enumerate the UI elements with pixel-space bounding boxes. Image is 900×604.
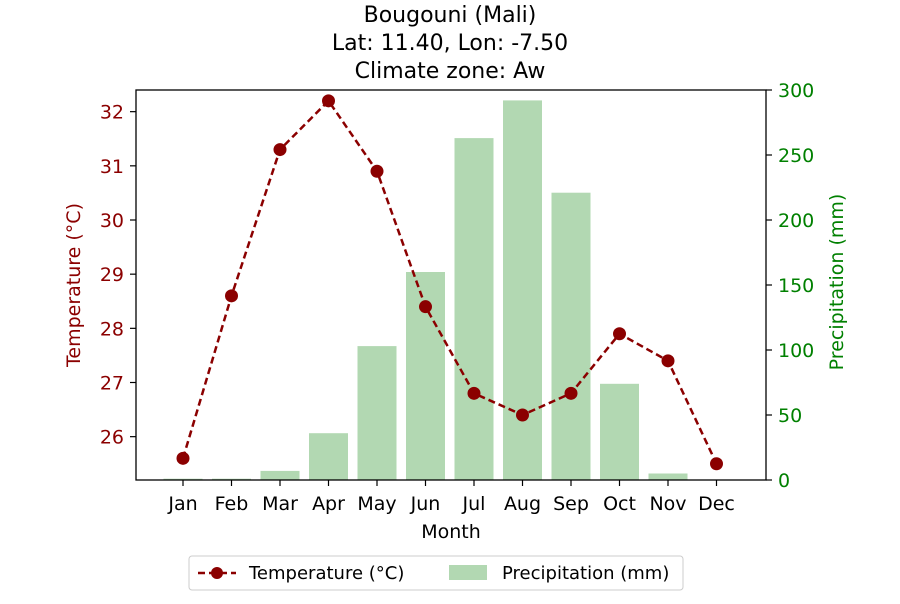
- left-tick-label-29: 29: [100, 264, 124, 286]
- legend-precipitation-swatch: [449, 565, 487, 580]
- x-tick-label-jan: Jan: [167, 493, 197, 515]
- temp-point-sep: [564, 386, 578, 400]
- temp-point-oct: [613, 327, 626, 341]
- legend-precipitation-label: Precipitation (mm): [502, 563, 669, 584]
- x-tick-label-oct: Oct: [603, 493, 636, 515]
- x-tick-label-apr: Apr: [312, 493, 345, 515]
- temp-point-mar: [273, 143, 287, 157]
- temp-point-jan: [176, 451, 190, 465]
- x-axis-ticks: Jan Feb Mar Apr May Jun Jul Aug Sep Oct Nov Dec: [167, 480, 735, 515]
- x-tick-label-dec: Dec: [698, 493, 735, 515]
- title-line-3: Climate zone: Aw: [355, 59, 546, 84]
- right-tick-label-200: 200: [778, 210, 814, 232]
- temp-point-jul: [467, 386, 481, 400]
- temp-point-may: [370, 164, 384, 178]
- right-axis-ticks: 0 50 100 150 200 250 300: [766, 80, 814, 492]
- title-line-2: Lat: 11.40, Lon: -7.50: [332, 31, 568, 56]
- precip-bar-nov: [648, 473, 688, 480]
- temp-point-apr: [322, 94, 335, 108]
- x-tick-label-aug: Aug: [504, 493, 541, 515]
- left-axis-ticks: 26 27 28 29 30 31 32: [100, 102, 136, 449]
- right-tick-label-250: 250: [778, 145, 814, 167]
- y-axis-label-left: Temperature (°C): [63, 203, 85, 368]
- y-axis-label-right: Precipitation (mm): [826, 194, 848, 371]
- temp-point-nov: [661, 354, 675, 368]
- left-tick-label-26: 26: [100, 427, 124, 449]
- plot-frame: [135, 89, 767, 481]
- temp-point-feb: [225, 289, 238, 303]
- left-tick-label-32: 32: [100, 102, 124, 124]
- left-tick-label-27: 27: [100, 373, 124, 395]
- right-tick-label-100: 100: [778, 340, 814, 362]
- precip-bar-may: [357, 346, 397, 480]
- precip-bar-sep: [551, 192, 591, 480]
- temperature-polyline: [181, 98, 718, 465]
- x-axis-label: Month: [421, 521, 481, 543]
- right-tick-label-150: 150: [778, 275, 814, 297]
- legend-box: [188, 555, 684, 591]
- right-tick-label-300: 300: [778, 80, 814, 102]
- temp-point-jun: [419, 300, 432, 314]
- x-tick-label-jun: Jun: [410, 493, 441, 515]
- title-line-1: Bougouni (Mali): [364, 3, 537, 28]
- temp-point-dec: [710, 457, 723, 471]
- precipitation-bars: [163, 100, 688, 481]
- x-tick-label-mar: Mar: [262, 493, 298, 515]
- x-tick-label-jul: Jul: [462, 493, 486, 515]
- chart-title: Bougouni (Mali) Lat: 11.40, Lon: -7.50 Cli…: [332, 3, 568, 84]
- left-tick-label-30: 30: [100, 210, 124, 232]
- legend-temperature-label: Temperature (°C): [248, 563, 404, 584]
- left-tick-label-31: 31: [100, 156, 124, 178]
- legend: Temperature (°C) Precipitation (mm): [188, 555, 684, 591]
- precip-bar-aug: [503, 100, 542, 481]
- x-tick-label-nov: Nov: [649, 493, 686, 515]
- precip-bar-jul: [454, 138, 494, 480]
- x-tick-label-feb: Feb: [215, 493, 249, 515]
- temperature-line: [176, 94, 723, 471]
- left-tick-label-28: 28: [100, 318, 124, 340]
- right-tick-label-0: 0: [778, 470, 790, 492]
- temp-point-aug: [516, 408, 529, 422]
- right-tick-label-50: 50: [778, 405, 802, 427]
- precip-bar-oct: [600, 383, 639, 480]
- axes: [135, 89, 767, 481]
- legend-temperature-marker: [211, 567, 223, 579]
- x-tick-label-sep: Sep: [553, 493, 589, 515]
- precip-bar-mar: [260, 470, 300, 480]
- x-tick-label-may: May: [357, 493, 396, 515]
- precip-bar-apr: [309, 433, 348, 480]
